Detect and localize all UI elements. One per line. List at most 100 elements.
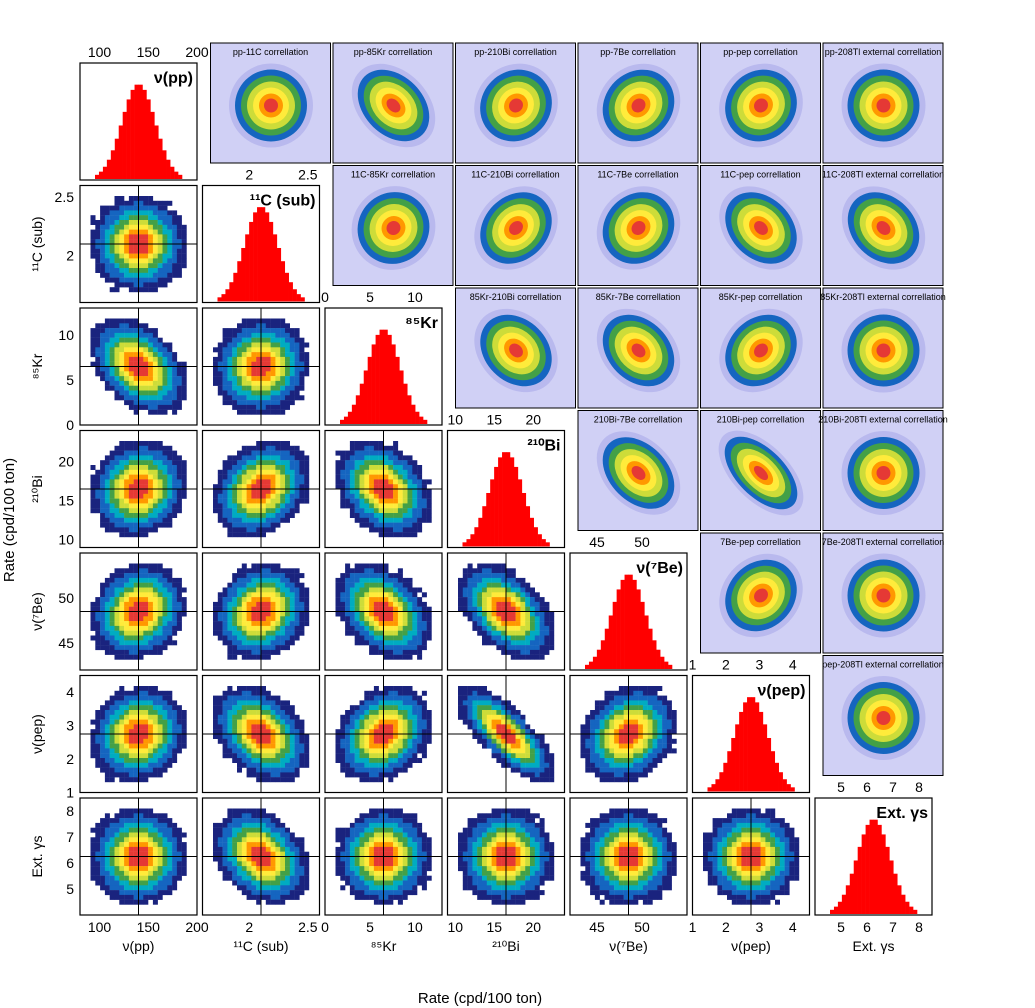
hist2d-cell [227, 366, 233, 372]
hist2d-cell [294, 460, 300, 466]
hist2d-cell [237, 409, 242, 415]
hist2d-cell [599, 743, 605, 749]
hist2d-cell [157, 395, 163, 401]
hist2d-cell [172, 263, 178, 269]
hist2d-cell [397, 532, 403, 538]
hist2d-cell [373, 606, 379, 612]
hist2d-cell [256, 376, 262, 382]
hist2d-cell [349, 503, 355, 509]
hist2d-cell [275, 380, 281, 386]
hist2d-cell [222, 621, 228, 627]
hist2d-cell [373, 758, 379, 763]
hist2d-cell [100, 474, 106, 480]
hist2d-cell [354, 587, 360, 593]
hist2d-cell [462, 700, 468, 706]
hist2d-cell [222, 332, 228, 338]
hist2d-cell [157, 724, 163, 730]
hist2d-cell [393, 498, 399, 504]
hist2d-cell [133, 337, 139, 343]
hist2d-cell [167, 621, 173, 627]
hist2d-cell [467, 592, 473, 598]
hist2d-cell [133, 729, 139, 735]
hist2d-cell [133, 205, 139, 211]
hist2d-cell [299, 597, 305, 603]
hist2d-cell [275, 621, 281, 627]
hist2d-cell [354, 568, 360, 574]
corr-contour [386, 221, 401, 235]
hist2d-cell [119, 630, 125, 636]
hist2d-cell [237, 592, 242, 598]
hist2d-cell [270, 724, 276, 730]
hist-bar [225, 289, 230, 302]
hist2d-cell [364, 465, 370, 470]
hist2d-cell [213, 611, 218, 617]
hist2d-cell [119, 234, 125, 240]
hist2d-cell [417, 616, 423, 622]
hist2d-cell [345, 758, 351, 763]
hist2d-cell [256, 517, 262, 523]
hist2d-cell [397, 522, 403, 528]
hist2d-cell [109, 498, 115, 504]
hist2d-cell [237, 587, 242, 593]
hist2d-cell [477, 606, 483, 612]
hist2d-cell [378, 489, 384, 494]
hist-bar [608, 615, 613, 669]
hist2d-cell [349, 743, 355, 749]
hist2d-cell [148, 224, 154, 230]
hist2d-cell [143, 268, 149, 273]
hist2d-cell [289, 762, 295, 768]
hist2d-cell [246, 376, 252, 382]
hist2d-cell [143, 380, 149, 386]
hist2d-cell [251, 767, 257, 773]
hist2d-cell [172, 640, 178, 646]
hist2d-cell [340, 489, 346, 494]
hist2d-cell [510, 635, 516, 641]
hist2d-cell [407, 649, 413, 655]
hist2d-cell [167, 758, 173, 763]
hist2d-cell [176, 465, 182, 470]
hist2d-cell [138, 616, 144, 622]
hist2d-cell [167, 568, 173, 574]
hist2d-cell [412, 611, 418, 617]
hist2d-cell [335, 450, 341, 456]
hist2d-cell [289, 597, 295, 603]
hist2d-cell [167, 611, 173, 617]
hist2d-cell [359, 455, 365, 461]
hist2d-cell [299, 753, 305, 759]
hist2d-cell [294, 484, 300, 490]
hist2d-cell [270, 577, 276, 583]
hist2d-cell [133, 484, 139, 490]
hist2d-cell [152, 244, 158, 249]
hist2d-cell [167, 479, 173, 485]
hist2d-cell [246, 347, 252, 353]
hist2d-cell [369, 460, 375, 466]
hist2d-cell [369, 517, 375, 523]
hist2d-cell [148, 517, 154, 523]
hist2d-cell [373, 700, 379, 706]
hist2d-cell [167, 224, 173, 230]
hist2d-cell [227, 465, 233, 470]
hist2d-cell [335, 729, 341, 735]
hist2d-cell [349, 460, 355, 466]
hist2d-cell [241, 601, 247, 607]
hist2d-cell [162, 376, 168, 382]
hist2d-cell [472, 686, 478, 691]
hist2d-cell [119, 611, 125, 617]
hist2d-cell [167, 705, 173, 711]
hist2d-cell [501, 582, 507, 588]
hist2d-cell [275, 503, 281, 509]
hist2d-cell [143, 371, 149, 377]
hist2d-cell [299, 606, 305, 612]
hist2d-cell [482, 695, 487, 701]
hist2d-cell [124, 635, 130, 641]
hist2d-cell [104, 489, 110, 494]
hist2d-cell [143, 258, 149, 264]
hist2d-cell [143, 710, 149, 715]
hist2d-cell [539, 630, 545, 636]
hist2d-cell [162, 263, 168, 269]
hist2d-cell [345, 743, 351, 749]
hist2d-cell [133, 455, 139, 461]
hist2d-cell [369, 724, 375, 730]
hist2d-cell [138, 513, 144, 518]
hist2d-cell [162, 385, 168, 391]
